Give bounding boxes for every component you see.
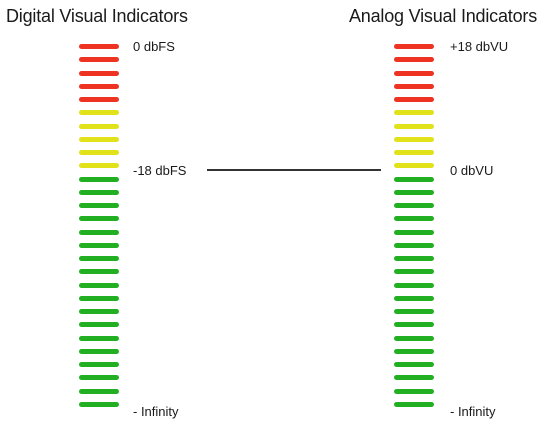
analog-meter-segment-green [394,216,434,222]
analog-meter-segment-green [394,242,434,248]
digital-meter-segment-green [79,362,119,367]
analog-meter-segment-yellow [394,150,434,155]
digital-meter-segment-green [79,401,119,407]
analog-meter-segment-green [394,335,434,341]
digital-meter-segment-green [79,203,119,208]
digital-top-label: 0 dbFS [133,39,175,54]
digital-meter-segment-red [79,70,119,76]
analog-meter-segment-green [394,176,434,182]
analog-meter-segment-yellow [394,110,434,116]
analog-meter-segment-yellow [394,163,434,169]
analog-meter-segment-yellow [394,136,434,142]
digital-meter-segment-green [79,229,119,235]
digital-bottom-label: - Infinity [133,404,179,419]
digital-meter-segment-green [79,189,119,195]
analog-meter-segment-green [394,203,434,208]
digital-meter-segment-green [79,375,119,381]
analog-level-meter [394,44,434,416]
digital-meter-segment-yellow [79,123,119,129]
digital-meter-segment-green [79,256,119,261]
analog-meter-segment-red [394,44,434,49]
digital-meter-segment-green [79,335,119,341]
digital-meter-segment-yellow [79,150,119,155]
analog-meter-segment-red [394,70,434,76]
digital-meter-segment-red [79,97,119,102]
digital-meter-segment-green [79,309,119,314]
digital-meter-segment-green [79,295,119,301]
digital-level-meter [79,44,119,416]
digital-meter-segment-green [79,242,119,248]
digital-meter-segment-yellow [79,110,119,116]
analog-meter-segment-green [394,269,434,275]
analog-meter-segment-green [394,322,434,328]
digital-meter-segment-red [79,44,119,49]
digital-meter-segment-green [79,322,119,328]
analog-meter-segment-green [394,295,434,301]
analog-meter-segment-red [394,97,434,102]
analog-mid-label: 0 dbVU [450,163,494,178]
analog-meter-segment-green [394,401,434,407]
analog-meter-segment-yellow [394,123,434,129]
digital-meter-segment-red [79,83,119,89]
analog-meter-segment-green [394,362,434,367]
digital-mid-label: -18 dbFS [133,163,187,178]
analog-meter-segment-green [394,388,434,394]
analog-meter-segment-green [394,375,434,381]
analog-meter-segment-green [394,282,434,288]
digital-meter-segment-green [79,282,119,288]
analog-meter-segment-red [394,57,434,63]
analog-meter-segment-green [394,348,434,354]
digital-meter-segment-green [79,348,119,354]
analog-meter-segment-green [394,229,434,235]
analog-meter-segment-green [394,189,434,195]
analog-meter-segment-green [394,256,434,261]
analog-meter-segment-red [394,83,434,89]
digital-meter-segment-green [79,216,119,222]
digital-meter-segment-green [79,176,119,182]
analog-bottom-label: - Infinity [450,404,496,419]
digital-indicators-heading: Digital Visual Indicators [6,6,188,26]
digital-meter-segment-green [79,388,119,394]
analog-top-label: +18 dbVU [450,39,509,54]
digital-meter-segment-yellow [79,136,119,142]
analog-indicators-heading: Analog Visual Indicators [349,6,537,26]
analog-meter-segment-green [394,309,434,314]
reference-connector-line [207,169,381,171]
digital-meter-segment-yellow [79,163,119,169]
digital-meter-segment-green [79,269,119,275]
digital-meter-segment-red [79,57,119,63]
